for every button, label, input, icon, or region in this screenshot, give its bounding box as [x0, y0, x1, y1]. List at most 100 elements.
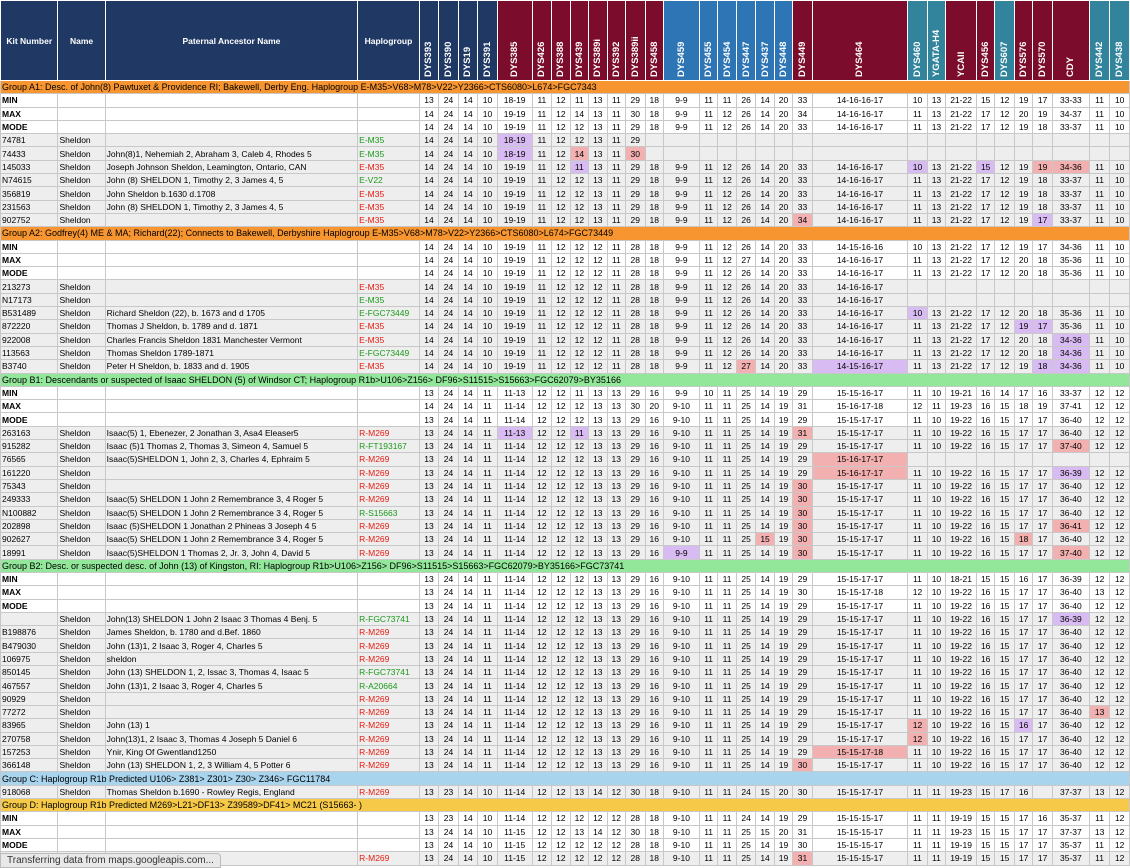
marker-value-cell: 25: [735, 545, 757, 560]
marker-value-cell: 16: [975, 704, 996, 720]
col-header-marker[interactable]: DYS576: [1013, 0, 1034, 81]
marker-value-cell: 14: [457, 385, 479, 401]
table-row: B531489 Sheldon Richard Sheldon (22), b. 1…: [0, 306, 1130, 321]
marker-value-cell: 15: [994, 744, 1015, 760]
marker-value-cell: 24: [438, 345, 459, 361]
marker-value-cell: 11: [717, 399, 737, 414]
col-header-marker[interactable]: DYS570: [1032, 0, 1053, 81]
marker-value-cell: 13: [606, 385, 627, 401]
marker-value-cell: 12: [588, 292, 608, 308]
marker-label: DYS426: [536, 41, 548, 77]
marker-value-cell: 11-14: [496, 492, 533, 507]
col-header-marker[interactable]: DYS389i: [588, 0, 608, 81]
marker-label: DYS392: [610, 41, 622, 77]
col-header-marker[interactable]: DYS19: [457, 0, 479, 81]
marker-value-cell: 12: [551, 758, 571, 773]
col-header-kit[interactable]: Kit Number: [0, 0, 59, 81]
col-header-marker[interactable]: DYS447: [735, 0, 757, 81]
haplogroup-cell: E-M35: [357, 186, 420, 201]
col-header-name[interactable]: Name: [57, 0, 106, 81]
marker-value-cell: 17: [1013, 385, 1034, 401]
col-header-marker[interactable]: DYS391: [477, 0, 498, 81]
marker-value-cell: 11: [477, 638, 498, 653]
marker-value-cell: 17: [1032, 691, 1053, 706]
col-header-marker[interactable]: DYS426: [531, 0, 553, 81]
marker-value-cell: 17: [1013, 665, 1034, 680]
marker-value-cell: 12: [1088, 399, 1111, 414]
marker-value-cell: 33-37: [1051, 173, 1090, 188]
name-cell: Sheldon: [57, 638, 106, 653]
marker-value-cell: 17: [975, 252, 996, 268]
marker-value-cell: 13: [588, 638, 608, 653]
col-header-marker[interactable]: DYS392: [606, 0, 627, 81]
col-header-marker[interactable]: DYS460: [907, 0, 928, 81]
col-header-marker[interactable]: YGATA-H4: [926, 0, 947, 81]
marker-value-cell: 15-15-17-17: [811, 532, 909, 547]
marker-label: DYS385: [509, 41, 521, 77]
marker-value-cell: 19-19: [496, 359, 533, 374]
marker-value-cell: 11: [698, 638, 719, 653]
marker-value-cell: 13: [926, 199, 947, 214]
marker-value-cell: 14: [755, 425, 775, 441]
marker-value-cell: 14: [755, 704, 775, 720]
marker-value-cell: 11: [907, 465, 928, 480]
group-header-row: Group B1: Descendants or suspected of Is…: [0, 372, 1130, 387]
col-header-marker[interactable]: DYS449: [792, 0, 813, 81]
marker-value-cell: 13: [606, 532, 627, 547]
col-header-marker[interactable]: DYS464: [811, 0, 909, 81]
marker-value-cell: [994, 292, 1015, 308]
marker-value-cell: 12: [551, 319, 571, 334]
col-header-marker[interactable]: DYS459: [662, 0, 700, 81]
marker-value-cell: 12: [531, 412, 553, 427]
col-header-marker[interactable]: CDY: [1051, 0, 1090, 81]
col-header-marker[interactable]: DYS385: [496, 0, 533, 81]
marker-value-cell: 29: [792, 651, 813, 667]
marker-value-cell: 19-19: [945, 851, 977, 866]
marker-label: DYS391: [481, 41, 493, 77]
marker-value-cell: 29: [625, 93, 646, 108]
col-header-marker[interactable]: YCAII: [945, 0, 977, 81]
marker-value-cell: 14: [457, 439, 479, 454]
col-header-marker[interactable]: DYS393: [418, 0, 440, 81]
marker-value-cell: 14: [755, 731, 775, 746]
marker-value-cell: 13: [926, 266, 947, 281]
marker-value-cell: 12: [569, 837, 590, 853]
col-header-marker[interactable]: DYS388: [551, 0, 571, 81]
marker-value-cell: 10: [926, 758, 947, 773]
table-row: 145033 Sheldon Joseph Johnson Sheldon, Lea…: [0, 159, 1130, 175]
marker-value-cell: 11-14: [496, 704, 533, 720]
marker-value-cell: 18: [644, 359, 664, 374]
col-header-marker[interactable]: DYS458: [644, 0, 664, 81]
col-header-marker[interactable]: DYS389ii: [625, 0, 646, 81]
marker-value-cell: 20: [773, 345, 794, 361]
marker-value-cell: 21-22: [945, 212, 977, 228]
marker-value-cell: 11: [698, 718, 719, 733]
marker-value-cell: 19-19: [496, 279, 533, 294]
marker-value-cell: 12: [717, 306, 737, 321]
marker-value-cell: 18: [644, 319, 664, 334]
marker-value-cell: 16: [644, 425, 664, 441]
col-header-marker[interactable]: DYS456: [975, 0, 996, 81]
marker-value-cell: 18: [1013, 532, 1034, 547]
marker-value-cell: 12: [551, 851, 571, 866]
marker-value-cell: 12: [1109, 492, 1130, 507]
marker-value-cell: 19: [773, 731, 794, 746]
col-header-ancestor[interactable]: Paternal Ancestor Name: [104, 0, 359, 81]
marker-value-cell: 30: [792, 784, 813, 800]
marker-value-cell: 11: [531, 266, 553, 281]
name-cell: Sheldon: [57, 332, 106, 347]
marker-value-cell: [1051, 133, 1090, 148]
col-header-marker[interactable]: DYS438: [1109, 0, 1130, 81]
col-header-marker[interactable]: DYS390: [438, 0, 459, 81]
col-header-marker[interactable]: DYS442: [1088, 0, 1111, 81]
col-header-marker[interactable]: DYS439: [569, 0, 590, 81]
col-header-marker[interactable]: DYS607: [994, 0, 1015, 81]
col-header-haplogroup[interactable]: Haplogroup: [357, 0, 420, 81]
col-header-marker[interactable]: DYS437: [755, 0, 775, 81]
col-header-marker[interactable]: DYS448: [773, 0, 794, 81]
col-header-marker[interactable]: DYS455: [698, 0, 719, 81]
marker-value-cell: 12: [531, 465, 553, 480]
marker-value-cell: 11: [531, 159, 553, 175]
marker-value-cell: 12: [994, 332, 1015, 347]
col-header-marker[interactable]: DYS454: [717, 0, 737, 81]
